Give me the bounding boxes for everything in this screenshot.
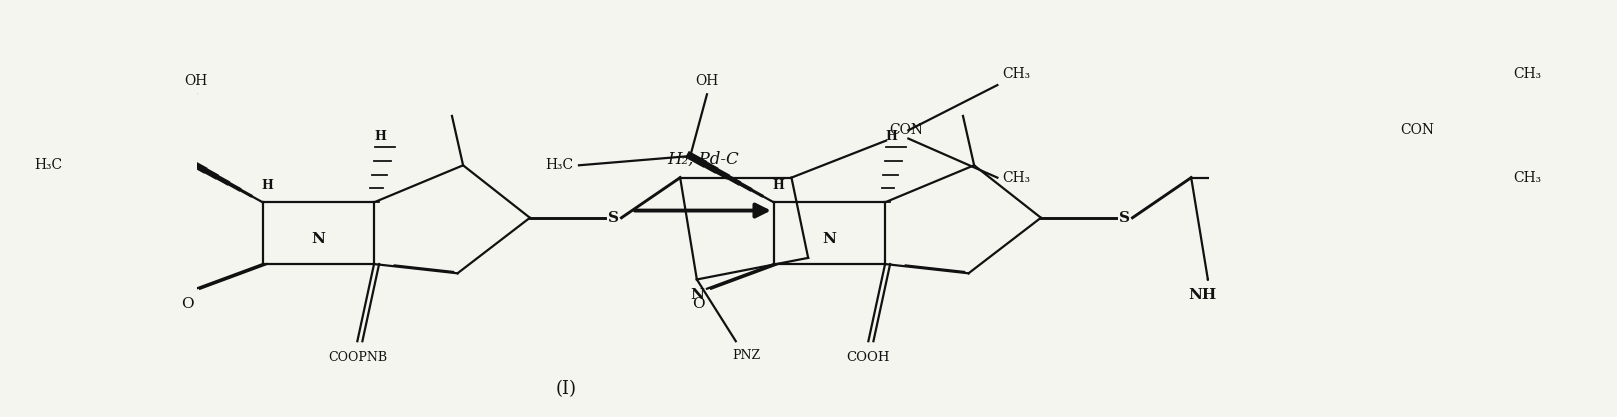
Text: S: S — [1119, 211, 1130, 225]
Text: OH: OH — [695, 74, 718, 88]
Text: (Ⅰ): (Ⅰ) — [556, 380, 577, 398]
Text: N: N — [690, 288, 703, 302]
Text: H: H — [773, 179, 784, 192]
Text: CON: CON — [1400, 123, 1434, 137]
Text: PNZ: PNZ — [733, 349, 760, 362]
Text: H₃C: H₃C — [34, 158, 63, 172]
Text: S: S — [608, 211, 619, 225]
Text: O: O — [692, 297, 705, 311]
Text: COOPNB: COOPNB — [328, 352, 386, 364]
Text: COOH: COOH — [847, 352, 889, 364]
Text: CH₃: CH₃ — [1514, 67, 1541, 81]
Text: CH₃: CH₃ — [1003, 171, 1030, 185]
Text: N: N — [312, 232, 325, 246]
Text: OH: OH — [184, 74, 207, 88]
Text: H: H — [884, 130, 897, 143]
Text: H: H — [374, 130, 386, 143]
Text: CH₃: CH₃ — [1514, 171, 1541, 185]
Text: H: H — [262, 179, 273, 192]
Text: N: N — [823, 232, 836, 246]
Text: CON: CON — [889, 123, 923, 137]
Text: CH₃: CH₃ — [1003, 67, 1030, 81]
Text: H₃C: H₃C — [547, 158, 574, 172]
Text: O: O — [181, 297, 194, 311]
Text: NH: NH — [1188, 288, 1218, 302]
Text: H₂, Pd-C: H₂, Pd-C — [668, 151, 739, 167]
